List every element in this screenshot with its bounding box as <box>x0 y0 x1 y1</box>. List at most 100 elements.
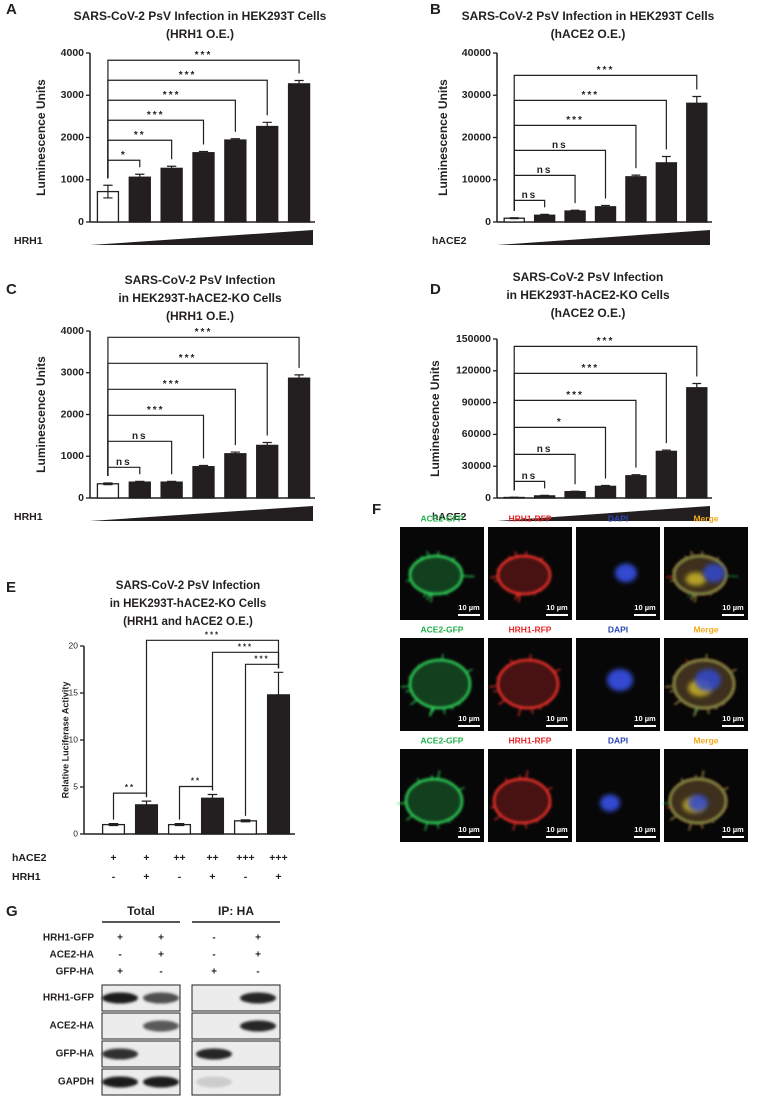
chart-title: (HRH1 and hACE2 O.E.) <box>123 616 253 628</box>
blot-band <box>240 992 276 1004</box>
error-bar <box>661 155 671 170</box>
y-tick-label: 0 <box>485 492 491 504</box>
significance-bracket <box>513 345 698 491</box>
chart-title: (HRH1 O.E.) <box>166 27 234 41</box>
scale-bar-label: 10 µm <box>722 603 744 612</box>
bar <box>256 444 279 499</box>
error-bar <box>103 184 113 199</box>
condition-sign: + <box>117 933 123 944</box>
blot-band <box>143 1076 179 1088</box>
scale-bar-label: 10 µm <box>546 603 568 612</box>
error-bar <box>240 819 251 823</box>
nucleus <box>703 563 725 583</box>
y-tick-label: 1000 <box>61 174 85 186</box>
row-value: +++ <box>236 852 254 864</box>
cell <box>400 653 473 717</box>
error-bar <box>103 482 113 486</box>
error-bar <box>198 464 209 469</box>
bar <box>224 453 247 499</box>
error-bar <box>294 374 304 383</box>
panel-letter: A <box>6 1 17 18</box>
chart-title: in HEK293T-hACE2-KO Cells <box>506 288 670 302</box>
row-label: hACE2 <box>12 852 47 864</box>
scale-bar-label: 10 µm <box>458 603 480 612</box>
micrograph: 10 µm <box>397 749 484 842</box>
y-tick-label: 30000 <box>462 89 491 101</box>
bar <box>564 210 586 223</box>
cell-protrusions <box>406 550 475 603</box>
y-tick-label: 5 <box>73 781 78 791</box>
significance-label: *** <box>581 90 599 101</box>
significance-label: *** <box>597 336 615 347</box>
condition-label: HRH1-GFP <box>43 933 94 944</box>
significance-label: ** <box>134 130 146 141</box>
significance-label: *** <box>147 110 165 121</box>
micrograph: 10 µm <box>661 749 748 842</box>
nucleus <box>695 668 721 692</box>
significance-label: *** <box>581 363 599 374</box>
cell <box>397 770 465 831</box>
condition-label: ACE2-HA <box>50 950 94 961</box>
error-bar <box>174 823 185 827</box>
scale-bar-label: 10 µm <box>634 714 656 723</box>
y-tick-label: 30000 <box>462 460 491 472</box>
bar <box>594 206 617 223</box>
blot-band <box>102 1048 138 1060</box>
blot-label: GAPDH <box>58 1077 94 1088</box>
cell-body <box>496 658 560 710</box>
error-bar <box>631 474 641 478</box>
significance-bracket <box>107 336 300 476</box>
channel-label: ACE2-GFP <box>421 513 464 523</box>
y-tick-label: 4000 <box>61 325 85 337</box>
channel-label: HRH1-RFP <box>509 735 552 745</box>
significance-label: ns <box>522 190 538 201</box>
micrograph: 10 µm <box>664 527 748 620</box>
error-bar <box>570 209 580 213</box>
scale-bar-label: 10 µm <box>458 714 480 723</box>
condition-sign: - <box>118 950 121 961</box>
bar <box>655 162 678 223</box>
chart-title: in HEK293T-hACE2-KO Cells <box>110 598 267 610</box>
y-tick-label: 20 <box>69 640 79 650</box>
cell-protrusions <box>664 653 737 717</box>
error-bar <box>601 484 610 488</box>
bar <box>686 102 708 223</box>
chart-title: SARS-CoV-2 PsV Infection <box>116 580 260 592</box>
bar <box>594 485 617 499</box>
significance-label: ns <box>116 457 132 468</box>
condition-sign: + <box>255 950 261 961</box>
cell-body <box>496 554 552 596</box>
cell-protrusions <box>488 653 561 717</box>
error-bar <box>230 138 240 142</box>
y-tick-label: 120000 <box>456 365 491 377</box>
row-value: + <box>143 852 149 864</box>
error-bar <box>631 174 641 180</box>
blot-band <box>196 1076 232 1088</box>
error-bar <box>692 382 702 393</box>
x-axis-label: hACE2 <box>432 235 467 247</box>
cell <box>490 770 553 831</box>
scale-bar-label: 10 µm <box>546 714 568 723</box>
chart-title: SARS-CoV-2 PsV Infection in HEK293T Cell… <box>462 9 715 23</box>
bar <box>160 481 183 499</box>
blot-strip <box>191 1068 281 1096</box>
dose-wedge <box>90 230 313 245</box>
condition-sign: + <box>158 950 164 961</box>
error-bar <box>207 793 218 803</box>
y-tick-label: 15 <box>69 687 79 697</box>
blot-label: GFP-HA <box>56 1049 94 1060</box>
y-tick-label: 3000 <box>61 89 85 101</box>
y-axis-label: Luminescence Units <box>34 356 48 473</box>
y-tick-label: 60000 <box>462 428 491 440</box>
y-tick-label: 20000 <box>462 131 491 143</box>
channel-label: Merge <box>693 624 718 634</box>
error-bar <box>509 217 519 220</box>
significance-bracket <box>513 480 546 491</box>
significance-bracket <box>513 149 607 211</box>
y-axis-label: Luminescence Units <box>436 79 450 196</box>
row-value: - <box>178 871 182 883</box>
error-bar <box>262 121 272 132</box>
dose-wedge <box>90 506 313 521</box>
error-bar <box>135 173 145 181</box>
cell-protrusions <box>490 550 544 603</box>
